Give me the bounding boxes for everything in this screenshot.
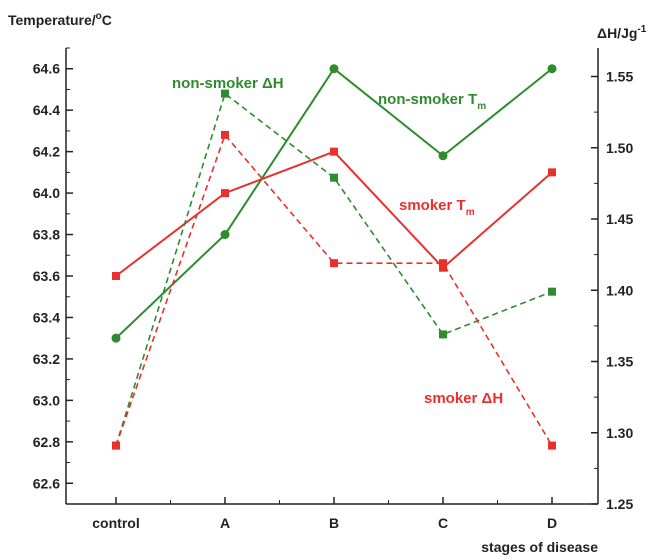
left-axis-title: Temperature/oC [8,11,112,28]
x-tick-label: control [92,515,139,531]
series-point [221,130,229,139]
left-tick-label: 64.0 [33,185,60,201]
label-non-smoker-tm: non-smoker Tm [378,91,486,112]
right-tick-label: 1.25 [606,496,633,512]
right-tick-label: 1.40 [606,282,633,298]
series-line [115,150,553,277]
series-point [547,64,557,74]
series-point [330,173,338,182]
series-line [115,67,553,339]
right-tick-label: 1.50 [606,140,633,156]
series-line [115,92,553,446]
left-tick-label: 62.8 [33,434,60,450]
left-tick-label: 64.6 [33,61,60,77]
series-point [548,287,556,296]
left-tick-label: 63.8 [33,227,60,243]
right-tick-label: 1.30 [606,425,633,441]
right-axis-title: ΔH/Jg-1 [597,24,647,41]
series-point [548,441,556,450]
right-tick-label: 1.55 [606,69,633,85]
series-point [112,441,120,450]
left-tick-label: 62.6 [33,475,60,491]
series-point [439,259,447,268]
x-tick-label: D [547,515,557,531]
left-tick-label: 63.6 [33,268,60,284]
x-tick-label: B [329,515,339,531]
series-point [329,64,339,74]
left-tick-label: 63.2 [33,351,60,367]
series-point [330,147,338,156]
series-point [221,89,229,98]
right-tick-label: 1.45 [606,211,633,227]
series-layer [111,64,557,450]
series-point [112,272,120,280]
x-axis-title: stages of disease [481,539,598,555]
right-tick-label: 1.35 [606,354,633,370]
series-point [548,168,556,177]
label-non-smoker-dh: non-smoker ΔH [172,75,284,92]
series-point [221,189,229,198]
left-tick-label: 63.0 [33,392,60,408]
x-tick-label: C [438,515,448,531]
left-tick-label: 64.4 [33,102,60,118]
label-smoker-tm: smoker Tm [399,197,475,218]
series-point [330,259,338,268]
series-point [439,330,447,339]
left-tick-label: 63.4 [33,309,60,325]
series-point [111,333,121,343]
label-smoker-dh: smoker ΔH [424,390,503,407]
x-tick-label: A [220,515,230,531]
series-point [439,263,447,272]
ticks-layer: 62.6 62.8 63.0 63.2 63.4 63.6 63.8 64.0 64.2 64.4… [33,47,633,531]
left-tick-label: 64.2 [33,144,60,160]
series-point [438,151,448,161]
series-point [220,230,230,240]
